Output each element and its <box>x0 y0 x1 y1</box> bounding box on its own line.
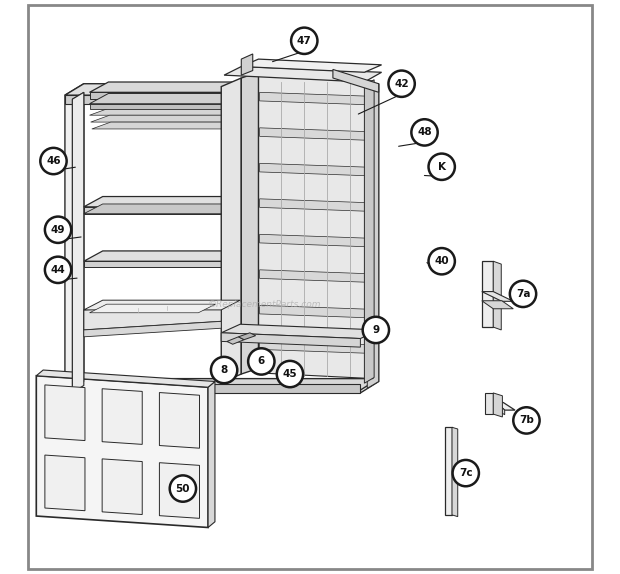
Polygon shape <box>208 382 215 528</box>
Polygon shape <box>367 84 379 389</box>
Polygon shape <box>65 84 379 95</box>
Polygon shape <box>260 234 372 247</box>
Circle shape <box>45 257 71 283</box>
Polygon shape <box>84 207 322 214</box>
Circle shape <box>513 407 539 433</box>
Polygon shape <box>492 399 515 410</box>
Polygon shape <box>333 69 379 92</box>
Polygon shape <box>45 385 85 441</box>
Polygon shape <box>260 199 372 211</box>
Polygon shape <box>241 59 381 72</box>
Circle shape <box>211 357 237 383</box>
Polygon shape <box>102 459 142 514</box>
Polygon shape <box>260 164 372 176</box>
Polygon shape <box>65 95 360 104</box>
Polygon shape <box>73 92 84 389</box>
Text: 47: 47 <box>297 36 312 46</box>
Polygon shape <box>159 463 200 518</box>
Polygon shape <box>260 92 372 105</box>
Circle shape <box>170 475 196 502</box>
Polygon shape <box>260 341 372 354</box>
Polygon shape <box>452 427 458 517</box>
Polygon shape <box>89 108 350 115</box>
Polygon shape <box>494 393 502 417</box>
Polygon shape <box>239 333 255 340</box>
Polygon shape <box>102 389 142 444</box>
Circle shape <box>363 317 389 343</box>
Polygon shape <box>92 122 352 129</box>
Polygon shape <box>89 104 353 110</box>
Polygon shape <box>91 115 351 122</box>
Polygon shape <box>241 54 253 75</box>
Polygon shape <box>260 128 372 141</box>
Text: 7c: 7c <box>459 468 472 478</box>
Polygon shape <box>241 72 259 374</box>
Text: 40: 40 <box>435 256 449 266</box>
Polygon shape <box>84 321 221 337</box>
Polygon shape <box>84 301 221 330</box>
Text: 7a: 7a <box>516 289 530 299</box>
Text: 8: 8 <box>221 365 228 375</box>
Polygon shape <box>159 393 200 448</box>
Circle shape <box>428 248 455 274</box>
Circle shape <box>291 28 317 54</box>
Circle shape <box>411 119 438 146</box>
Polygon shape <box>65 379 379 390</box>
Text: K: K <box>438 162 446 172</box>
Polygon shape <box>259 75 373 379</box>
Polygon shape <box>492 399 505 414</box>
Text: 6: 6 <box>258 356 265 366</box>
Text: 45: 45 <box>283 369 297 379</box>
Polygon shape <box>65 84 84 393</box>
Polygon shape <box>65 385 360 393</box>
Circle shape <box>428 154 455 180</box>
Circle shape <box>453 460 479 486</box>
Polygon shape <box>89 304 216 313</box>
Polygon shape <box>221 333 360 347</box>
Polygon shape <box>84 196 342 207</box>
Polygon shape <box>89 94 372 104</box>
Text: 48: 48 <box>417 127 432 137</box>
Text: ©ReplacementParts.com: ©ReplacementParts.com <box>208 300 321 309</box>
Polygon shape <box>221 78 241 383</box>
Polygon shape <box>482 261 494 327</box>
Polygon shape <box>224 67 381 82</box>
Polygon shape <box>84 300 240 310</box>
Circle shape <box>45 216 71 243</box>
Circle shape <box>389 71 415 97</box>
Text: 46: 46 <box>46 156 61 166</box>
Polygon shape <box>227 337 244 344</box>
Text: 50: 50 <box>175 483 190 494</box>
Polygon shape <box>73 92 84 393</box>
Text: 7b: 7b <box>519 416 534 425</box>
Polygon shape <box>485 393 494 414</box>
Text: 9: 9 <box>372 325 379 335</box>
Polygon shape <box>84 261 322 267</box>
Polygon shape <box>365 80 374 383</box>
Circle shape <box>248 348 275 375</box>
Polygon shape <box>482 292 513 301</box>
Polygon shape <box>260 305 372 318</box>
Polygon shape <box>494 261 501 330</box>
Text: 42: 42 <box>394 79 409 89</box>
Polygon shape <box>89 82 372 92</box>
Polygon shape <box>260 270 372 282</box>
Text: 49: 49 <box>51 225 65 235</box>
Polygon shape <box>221 324 379 339</box>
Polygon shape <box>37 376 208 528</box>
Polygon shape <box>45 455 85 511</box>
Circle shape <box>40 148 66 174</box>
Polygon shape <box>482 301 513 309</box>
Polygon shape <box>360 84 379 393</box>
Circle shape <box>277 361 303 387</box>
Polygon shape <box>84 204 342 214</box>
Polygon shape <box>37 370 215 387</box>
Polygon shape <box>89 92 353 99</box>
Text: 44: 44 <box>51 265 66 275</box>
Polygon shape <box>445 427 452 515</box>
Circle shape <box>510 281 536 307</box>
Polygon shape <box>84 251 342 261</box>
